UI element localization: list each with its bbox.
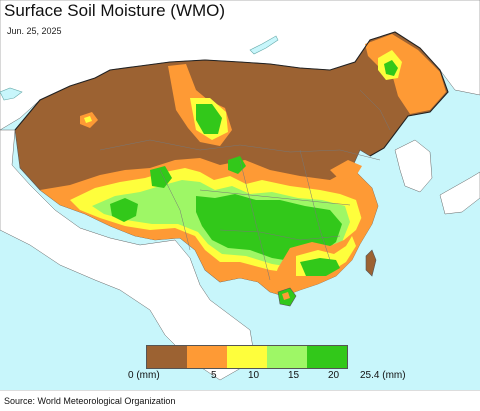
map-title: Surface Soil Moisture (WMO) [4, 1, 226, 20]
source-text: Source: World Meteorological Organizatio… [4, 396, 176, 406]
legend-tick-25: 25.4 (mm) [360, 370, 406, 381]
legend-swatch-5-10 [187, 346, 227, 368]
outside-land-lake [249, 35, 279, 55]
region-green-guangdong [300, 258, 340, 276]
island-taiwan [365, 249, 377, 277]
region-green-central-north [196, 104, 222, 134]
region-green-sichuan [110, 198, 138, 222]
region-green-northeast [384, 60, 398, 76]
region-orange-east [330, 160, 362, 180]
island-hainan-orange [282, 292, 290, 300]
color-legend [146, 345, 348, 369]
map-date: Jun. 25, 2025 [7, 26, 62, 36]
legend-tick-15: 15 [288, 370, 300, 381]
legend-swatch-15-20 [267, 346, 307, 368]
legend-tick-0: 0 (mm) [128, 370, 160, 381]
legend-labels: 0 (mm) 5 10 15 20 25.4 (mm) [120, 370, 406, 384]
legend-swatch-20-25 [307, 346, 347, 368]
outside-land-sea-caspian [0, 87, 23, 101]
region-green-qinghai [228, 156, 246, 174]
legend-swatch-0-5 [147, 346, 187, 368]
outside-land-west [0, 129, 256, 381]
outside-land-korea [394, 139, 433, 193]
legend-swatch-10-15 [227, 346, 267, 368]
outside-land-japan [439, 171, 480, 215]
region-yellow-west-dot [84, 116, 92, 123]
legend-tick-10: 10 [248, 370, 260, 381]
legend-tick-5: 5 [211, 370, 217, 381]
legend-tick-20: 20 [328, 370, 340, 381]
national-border [14, 31, 449, 157]
province-boundaries [99, 89, 391, 281]
footer: Source: World Meteorological Organizatio… [0, 390, 480, 411]
